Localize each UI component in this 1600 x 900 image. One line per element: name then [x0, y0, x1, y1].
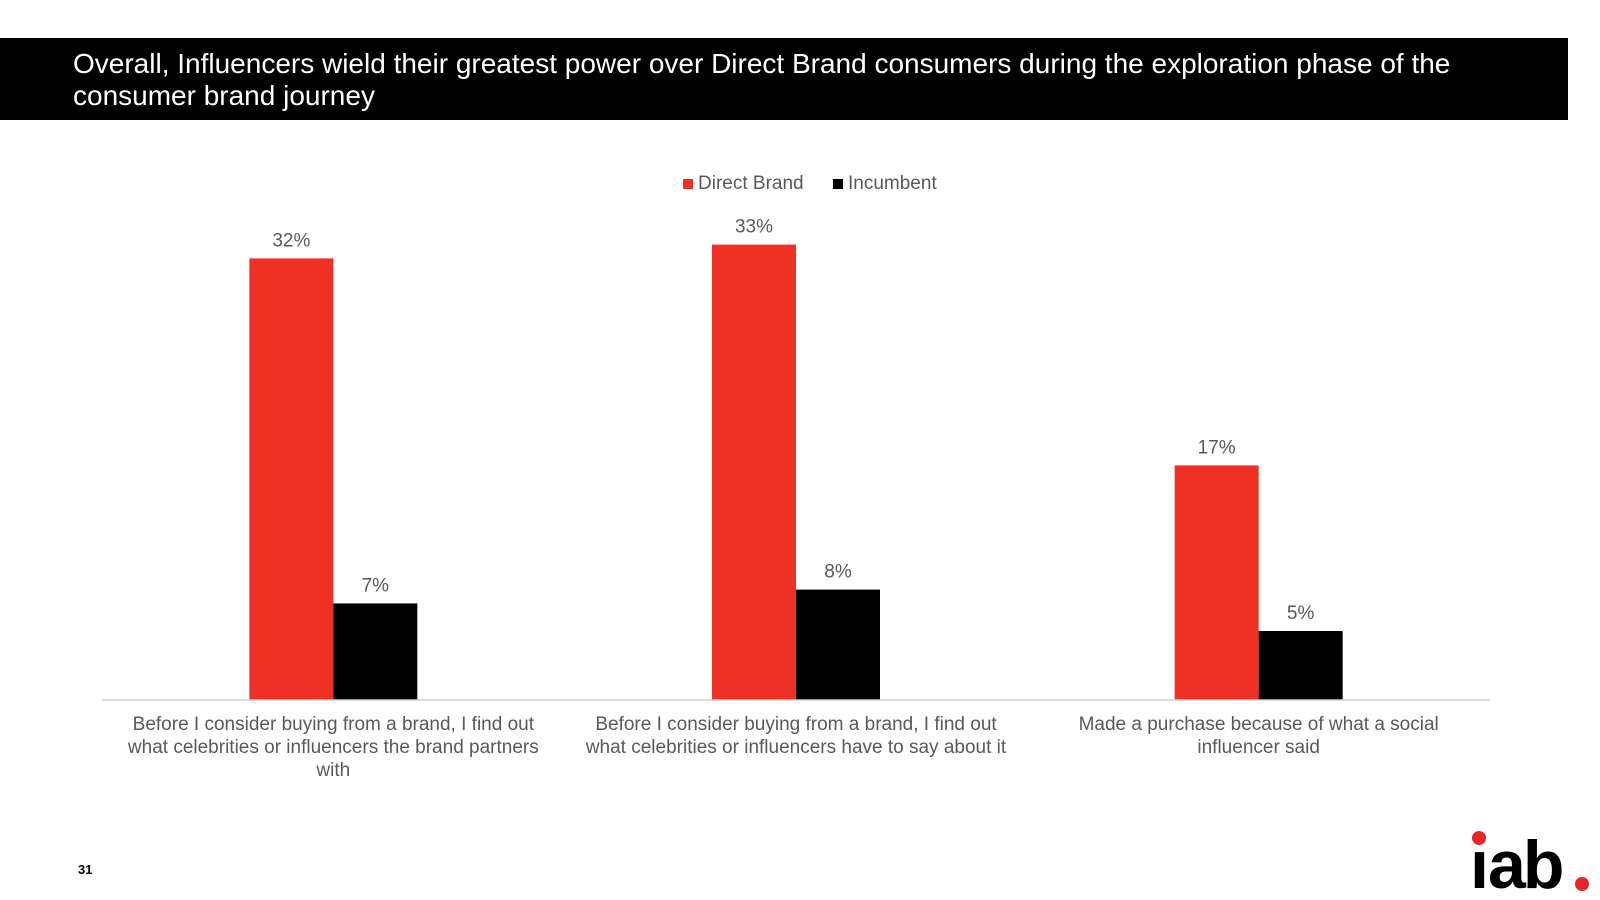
category-label-1-0: Before I consider buying from a brand, I…	[595, 714, 997, 735]
iab-logo: ı ab	[1470, 828, 1589, 898]
data-label-0-2: 17%	[1198, 437, 1236, 458]
category-label-1-1: what celebrities or influencers have to …	[585, 737, 1007, 758]
data-label-1-0: 7%	[362, 575, 390, 596]
category-label-0-2: with	[315, 760, 350, 781]
legend-label-1: Incumbent	[848, 173, 937, 194]
bar-1-0	[333, 603, 418, 700]
bar-0-1	[712, 244, 796, 700]
page-number: 31	[78, 862, 93, 877]
data-label-1-1: 8%	[824, 562, 852, 583]
svg-text:ab: ab	[1488, 828, 1562, 898]
data-label-1-2: 5%	[1287, 603, 1315, 624]
svg-text:ı: ı	[1470, 828, 1486, 898]
title-bar: Overall, Influencers wield their greates…	[0, 38, 1568, 120]
legend-swatch-0	[683, 179, 693, 189]
logo-period-icon	[1575, 877, 1589, 891]
bar-0-2	[1174, 465, 1259, 700]
data-label-0-0: 32%	[272, 230, 310, 251]
bar-1-1	[796, 589, 880, 700]
category-label-0-1: what celebrities or influencers the bran…	[127, 737, 539, 758]
slide-title: Overall, Influencers wield their greates…	[73, 48, 1451, 111]
category-label-2-1: influencer said	[1197, 737, 1320, 758]
legend-label-0: Direct Brand	[698, 173, 804, 194]
category-label-0-0: Before I consider buying from a brand, I…	[133, 714, 535, 735]
legend-swatch-1	[833, 179, 843, 189]
data-label-0-1: 33%	[735, 217, 773, 238]
bar-1-2	[1258, 631, 1343, 700]
category-label-2-0: Made a purchase because of what a social	[1079, 714, 1439, 735]
bar-0-0	[249, 258, 334, 700]
logo-dot-icon	[1472, 831, 1486, 845]
